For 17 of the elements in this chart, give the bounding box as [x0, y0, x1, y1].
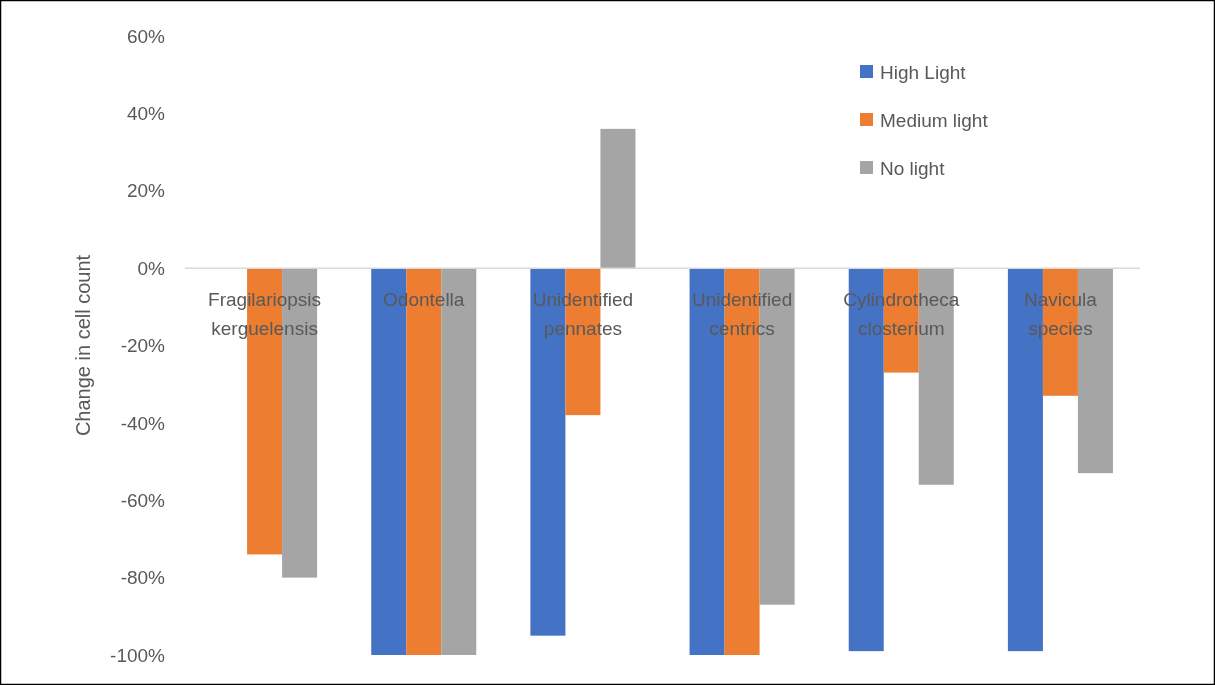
- y-tick-label: 40%: [126, 103, 166, 125]
- x-tick-label: Odontella: [383, 289, 465, 311]
- legend-label: Medium light: [880, 109, 989, 131]
- y-tick-label: 20%: [126, 180, 166, 202]
- y-tick-label: -40%: [120, 412, 166, 434]
- x-tick-label: Unidentified pennates: [532, 289, 634, 340]
- legend-label: High Light: [880, 61, 967, 83]
- y-axis-title: Change in cell count: [72, 254, 94, 437]
- y-tick-label: 0%: [137, 257, 166, 279]
- x-tick-label: Cylindrotheca closterium: [843, 289, 960, 340]
- y-tick-label: -20%: [120, 335, 166, 357]
- y-tick-label: -100%: [110, 644, 166, 666]
- y-tick-label: -60%: [120, 489, 166, 511]
- y-tick-label: -80%: [120, 567, 166, 589]
- y-tick-label: 60%: [126, 25, 166, 47]
- legend-label: No light: [880, 157, 946, 179]
- x-tick-label: Fragilariopsis kerguelensis: [208, 289, 322, 340]
